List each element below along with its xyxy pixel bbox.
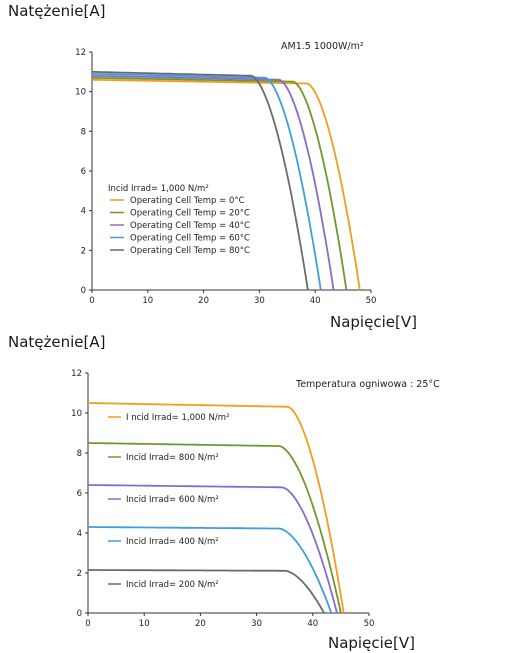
chart1-y-tick-label: 8: [81, 127, 86, 137]
chart2-series-2-line: [88, 442, 342, 614]
chart2-legend-entry: Incid Irrad= 400 N/m²: [126, 537, 219, 547]
chart1-x-tick-label: 40: [310, 296, 321, 306]
chart1-series-2-line: [92, 76, 348, 291]
chart1-legend-entry: Operating Cell Temp = 20°C: [130, 209, 250, 219]
chart2-y-tick-label: 2: [77, 569, 82, 579]
chart1-legend-entry: Operating Cell Temp = 40°C: [130, 221, 250, 231]
chart1-annotation: AM1.5 1000W/m²: [281, 41, 364, 52]
chart1-series-1-line: [92, 78, 361, 291]
chart2-series-1-line: [88, 402, 345, 614]
chart2-ylabel: Natężenie[A]: [8, 333, 106, 351]
chart1-y-tick-label: 0: [81, 286, 86, 296]
chart2-series-5-line: [88, 569, 325, 614]
chart2-series-4-line: [88, 526, 333, 614]
chart1-series-3-line: [92, 74, 335, 291]
chart1-legend-title: Incid Irrad= 1,000 N/m²: [108, 184, 209, 194]
chart2-x-tick-label: 10: [139, 619, 150, 629]
chart2-x-tick-label: 40: [307, 619, 318, 629]
chart2-series-3-line: [88, 484, 338, 614]
chart1-x-tick-label: 50: [366, 296, 377, 306]
chart1-legend-entry: Operating Cell Temp = 60°C: [130, 234, 250, 244]
chart2-annotation: Temperatura ogniwowa : 25°C: [295, 379, 440, 390]
chart1-legend-entry: Operating Cell Temp = 0°C: [130, 196, 245, 206]
chart2-legend-entry: I ncid Irrad= 1,000 N/m²: [126, 413, 229, 423]
chart1-y-tick-label: 6: [81, 167, 86, 177]
chart2-legend-entry: Incid Irrad= 200 N/m²: [126, 580, 219, 590]
chart1-series-4-line: [91, 72, 322, 291]
chart1-ylabel: Natężenie[A]: [8, 2, 106, 20]
chart1-x-tick-label: 10: [142, 296, 153, 306]
chart1-y-tick-label: 2: [81, 246, 86, 256]
chart2-legend-entry: Incid Irrad= 600 N/m²: [126, 495, 219, 505]
chart1-x-tick-label: 30: [254, 296, 265, 306]
chart1-y-tick-label: 12: [75, 48, 86, 58]
chart2-x-tick-label: 50: [364, 619, 375, 629]
chart2-x-tick-label: 0: [85, 619, 90, 629]
chart1-x-tick-label: 20: [198, 296, 209, 306]
chart1-series-5-line: [91, 70, 309, 291]
chart2-y-tick-label: 10: [71, 409, 82, 419]
chart2-y-tick-label: 8: [77, 449, 82, 459]
chart1-xlabel: Napięcie[V]: [330, 313, 417, 331]
chart2-y-tick-label: 6: [77, 489, 82, 499]
chart1-legend-entry: Operating Cell Temp = 80°C: [130, 246, 250, 256]
chart2-y-tick-label: 4: [77, 529, 82, 539]
chart2-y-tick-label: 12: [71, 369, 82, 379]
chart2-xlabel: Napięcie[V]: [328, 634, 415, 652]
chart1-plot: 0 10 20 30 40 50 0 2 4 6 8 10 12 AM1.5 1000W/m² Incid …: [75, 41, 377, 306]
chart1-y-tick-label: 10: [75, 88, 86, 98]
chart1-y-tick-label: 4: [81, 207, 86, 217]
chart2-x-tick-label: 30: [251, 619, 262, 629]
chart2-legend-entry: Incid Irrad= 800 N/m²: [126, 453, 219, 463]
chart2-y-tick-label: 0: [77, 609, 82, 619]
chart2-x-tick-label: 20: [195, 619, 206, 629]
chart1-x-tick-label: 0: [89, 296, 94, 306]
